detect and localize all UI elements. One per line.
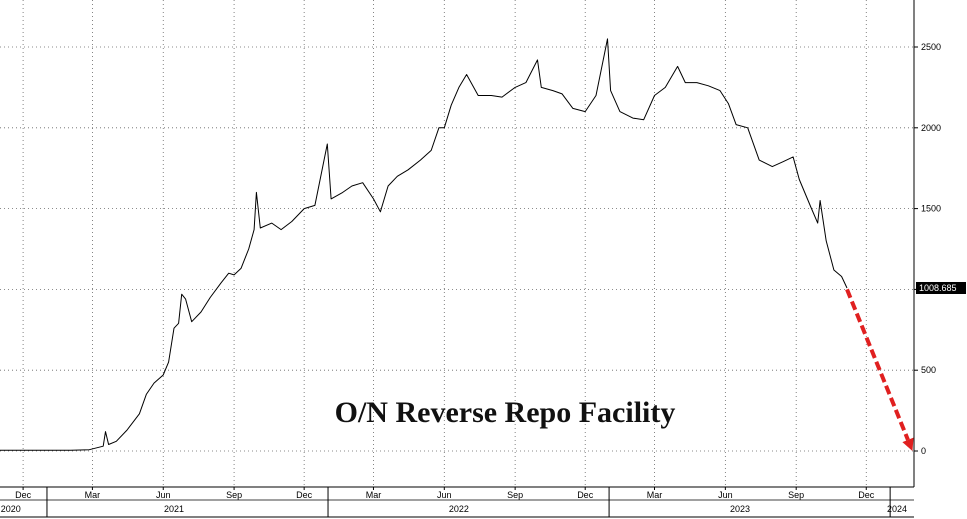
x-tick-label: Mar: [85, 490, 101, 500]
x-tick-label: Dec: [858, 490, 875, 500]
x-year-label: 2022: [449, 504, 469, 514]
y-tick-label: 0: [921, 446, 926, 456]
grid-lines: [0, 0, 914, 487]
x-tick-label: Jun: [156, 490, 171, 500]
axes: [0, 0, 918, 518]
last-value-badge: 1008.685: [916, 281, 966, 294]
x-tick-label: Jun: [718, 490, 733, 500]
projection-arrow-shaft: [845, 288, 910, 441]
x-year-label: 2024: [887, 504, 907, 514]
x-tick-label: Dec: [577, 490, 594, 500]
x-tick-label: Jun: [437, 490, 452, 500]
x-tick-label: Mar: [647, 490, 663, 500]
chart-title: O/N Reverse Repo Facility: [335, 396, 676, 429]
x-tick-label: Mar: [366, 490, 382, 500]
y-tick-label: 2500: [921, 42, 941, 52]
series-line: [0, 38, 848, 451]
y-tick-label: 2000: [921, 123, 941, 133]
projection-arrow: [845, 288, 914, 451]
y-tick-label: 1500: [921, 204, 941, 214]
x-tick-label: Sep: [226, 490, 242, 500]
x-tick-label: Sep: [507, 490, 523, 500]
y-tick-label: 500: [921, 365, 936, 375]
x-tick-label: Sep: [788, 490, 804, 500]
tick-labels: 05001000150020002500DecMarJunSepDecMarJu…: [1, 42, 966, 514]
last-value-label: 1008.685: [919, 283, 957, 293]
x-year-label: 2020: [1, 504, 21, 514]
x-year-label: 2021: [164, 504, 184, 514]
last-value-box: [916, 281, 966, 294]
x-year-label: 2023: [730, 504, 750, 514]
projection-arrow-head: [902, 437, 914, 451]
x-tick-label: Dec: [15, 490, 32, 500]
x-tick-label: Dec: [296, 490, 313, 500]
series-layer: [0, 38, 848, 451]
